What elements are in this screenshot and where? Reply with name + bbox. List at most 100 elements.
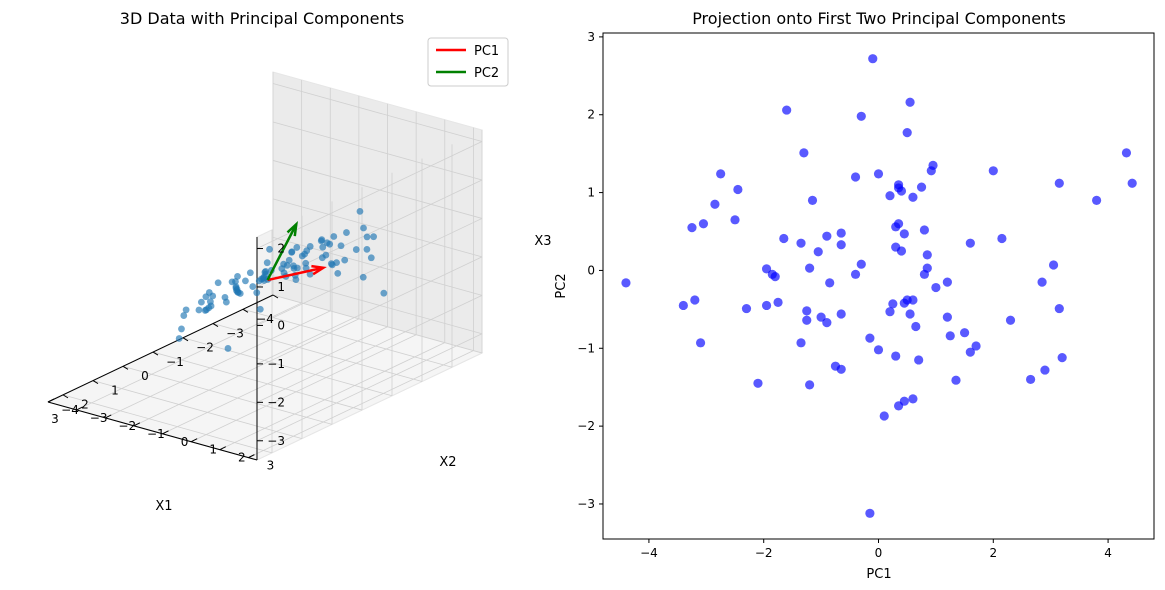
data-point	[917, 183, 926, 192]
data-point	[989, 166, 998, 175]
y-tick-label: 1	[587, 186, 595, 200]
data-point	[753, 379, 762, 388]
x1-tick-label: −3	[226, 326, 244, 340]
x2-label: X2	[439, 455, 456, 470]
data-point	[1092, 196, 1101, 205]
data-point	[891, 222, 900, 231]
3d-panes	[48, 72, 482, 460]
data-point	[1055, 304, 1064, 313]
data-point-3d	[202, 307, 209, 314]
x1-tick-label: 3	[51, 412, 59, 426]
pc2-axis-label: PC2	[554, 273, 569, 298]
x1-tick-label: 0	[141, 369, 149, 383]
data-point	[690, 295, 699, 304]
data-point-3d	[333, 259, 340, 266]
x2-tick-label: 1	[209, 443, 217, 457]
data-point-3d	[353, 246, 360, 253]
x2-tick-label: −2	[118, 419, 136, 433]
data-point	[865, 509, 874, 518]
panel-3d: 3D Data with Principal Components −4−3−2…	[48, 9, 552, 514]
data-point	[927, 166, 936, 175]
data-point	[946, 331, 955, 340]
data-point	[951, 376, 960, 385]
legend-label-pc2: PC2	[474, 66, 499, 81]
x3-tick-label: −2	[267, 395, 285, 409]
y-tick-label: −2	[577, 419, 595, 433]
data-point-3d	[326, 241, 333, 248]
y-tick-label: 3	[587, 30, 595, 44]
data-point	[825, 278, 834, 287]
x3-tick-label: −1	[267, 357, 285, 371]
data-point	[808, 196, 817, 205]
data-point-3d	[249, 283, 256, 290]
x3-tick-label: 0	[277, 318, 285, 332]
plot-frame	[603, 33, 1154, 539]
data-point	[931, 283, 940, 292]
data-point-3d	[380, 290, 387, 297]
x-tick-label: 4	[1104, 546, 1112, 560]
data-point	[696, 338, 705, 347]
data-point	[699, 219, 708, 228]
data-point-3d	[364, 234, 371, 241]
data-point	[880, 411, 889, 420]
data-point	[1122, 148, 1131, 157]
title-2d: Projection onto First Two Principal Comp…	[692, 9, 1066, 28]
data-point-3d	[338, 242, 345, 249]
data-point	[911, 322, 920, 331]
data-point	[865, 334, 874, 343]
data-point	[891, 351, 900, 360]
data-point	[868, 54, 877, 63]
data-point	[908, 394, 917, 403]
data-point	[1128, 179, 1137, 188]
data-point-3d	[264, 259, 271, 266]
data-point-3d	[278, 265, 285, 272]
x-tick-label: −4	[640, 546, 658, 560]
data-point	[837, 228, 846, 237]
data-point-3d	[360, 274, 367, 281]
data-point-3d	[357, 208, 364, 215]
data-point-3d	[196, 307, 203, 314]
data-point	[802, 316, 811, 325]
data-point-3d	[183, 306, 190, 313]
data-point-3d	[330, 233, 337, 240]
x1-tick-label: −1	[166, 355, 184, 369]
y-tick-label: −1	[577, 341, 595, 355]
data-point-3d	[289, 248, 296, 255]
data-point	[730, 215, 739, 224]
data-point	[837, 309, 846, 318]
x3-tick-label: −3	[267, 434, 285, 448]
data-point	[799, 148, 808, 157]
2d-ticks: −4 −2 0 2 4−3−2−10123	[577, 30, 1112, 560]
data-point	[710, 200, 719, 209]
x1-tick-label: −2	[196, 341, 214, 355]
x-tick-label: −2	[755, 546, 773, 560]
data-point	[1037, 278, 1046, 287]
data-point-3d	[368, 254, 375, 261]
legend: PC1 PC2	[428, 38, 508, 86]
data-point-3d	[261, 277, 268, 284]
data-point-3d	[318, 237, 325, 244]
data-point	[914, 355, 923, 364]
data-point	[897, 186, 906, 195]
data-point	[837, 365, 846, 374]
data-point	[679, 301, 688, 310]
2d-points	[621, 54, 1136, 518]
data-point	[782, 105, 791, 114]
data-point	[716, 169, 725, 178]
legend-label-pc1: PC1	[474, 44, 499, 59]
data-point	[885, 191, 894, 200]
data-point	[805, 263, 814, 272]
data-point	[903, 128, 912, 137]
data-point-3d	[253, 289, 260, 296]
x2-tick-label: −1	[147, 427, 165, 441]
data-point	[997, 234, 1006, 243]
data-point	[802, 306, 811, 315]
data-point	[966, 239, 975, 248]
data-point	[1026, 375, 1035, 384]
data-point	[943, 278, 952, 287]
x1-tick-label: −4	[256, 312, 274, 326]
data-point	[796, 239, 805, 248]
data-point	[905, 309, 914, 318]
data-point-3d	[225, 345, 232, 352]
